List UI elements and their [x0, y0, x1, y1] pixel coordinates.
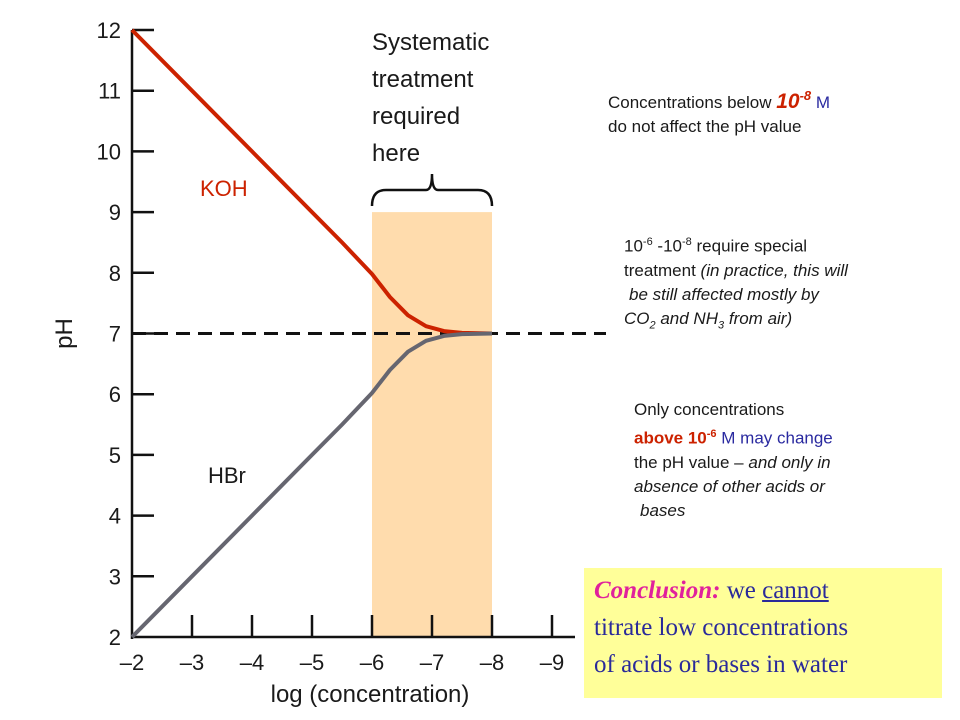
series-label-koh: KOH — [200, 176, 248, 201]
note2-l3: be still affected mostly by — [629, 284, 819, 304]
x-axis-title: log (concentration) — [271, 681, 470, 708]
note3-l3-it: and only in — [748, 452, 831, 472]
note2-sub2: 3 — [718, 319, 725, 332]
conclusion-box: Conclusion: we cannot titrate low concen… — [584, 568, 942, 698]
note2-l4-c: from air) — [724, 308, 793, 328]
shaded-band-group — [370, 173, 494, 637]
x-tick-label: –5 — [300, 650, 324, 675]
x-tick-label: –9 — [540, 650, 564, 675]
note3-l4: absence of other acids or — [634, 476, 825, 496]
band-label-line: treatment — [372, 66, 474, 93]
x-tick-label: –3 — [180, 650, 204, 675]
note3-l2-rest: M may change — [716, 428, 833, 448]
labels-group: Systematic treatment required here log (conc… — [51, 29, 489, 708]
y-tick-label: 4 — [109, 504, 121, 529]
y-tick-label: 8 — [109, 261, 121, 286]
note1-base: 10 — [776, 90, 800, 113]
note1-unit: M — [811, 93, 831, 112]
y-axis-title: pH — [51, 318, 78, 349]
conclusion-line2: titrate low concentrations — [594, 614, 849, 641]
note3-l3-pre: the pH value – — [634, 452, 749, 472]
note3-l5: bases — [640, 500, 686, 520]
note-low-concentration: Concentrations below 10-8 M do not affec… — [608, 84, 938, 139]
y-tick-label: 12 — [97, 18, 121, 43]
band-label-line: here — [372, 140, 420, 167]
note2-mid: -10 — [652, 236, 682, 256]
conclusion-t1: we — [720, 577, 763, 604]
note2-base1: 10 — [624, 236, 643, 256]
x-tick-label: –4 — [240, 650, 264, 675]
band-label-line: Systematic — [372, 29, 489, 56]
series-line-koh — [130, 28, 493, 336]
x-tick-label: –8 — [480, 650, 504, 675]
y-tick-label: 7 — [109, 322, 121, 347]
note3-exp: -6 — [706, 428, 717, 440]
note2-l4-b: and NH — [655, 308, 718, 328]
note2-l2-it: (in practice, this will — [700, 260, 848, 280]
conclusion-line3: of acids or bases in water — [594, 651, 848, 678]
x-tick-label: –7 — [420, 650, 444, 675]
band-brace — [370, 173, 494, 207]
y-tick-label: 2 — [109, 625, 121, 650]
y-tick-label: 6 — [109, 382, 121, 407]
y-tick-label: 5 — [109, 443, 121, 468]
series-lines-group — [130, 28, 606, 639]
note2-l4-a: CO — [624, 308, 650, 328]
note1-line2: do not affect the pH value — [608, 117, 802, 136]
note3-l2-red: above 10 — [634, 428, 707, 448]
note1-exp: -8 — [799, 88, 812, 103]
note-above-concentration: Only concentrations above 10-6 M may cha… — [634, 398, 944, 523]
y-tick-label: 11 — [98, 79, 121, 104]
series-line-hbr — [130, 331, 493, 639]
note2-exp2: -8 — [682, 236, 692, 248]
x-tick-label: –6 — [360, 650, 384, 675]
note2-rest: require special — [691, 236, 808, 256]
series-label-hbr: HBr — [208, 463, 246, 488]
x-tick-label: –2 — [120, 650, 144, 675]
note3-l1: Only concentrations — [634, 400, 785, 419]
y-tick-label: 3 — [109, 564, 121, 589]
note1-text: Concentrations below — [608, 93, 777, 112]
shaded-band — [372, 212, 492, 637]
note-special-treatment: 10-6 -10-8 require special treatment (in… — [624, 230, 944, 337]
ticks-group: 2 3 4 5 6 7 8 9 10 11 12 –2 –3 –4 –5 –6 –7 –8 –9 — [97, 18, 565, 675]
conclusion-underlined: cannot — [762, 577, 829, 604]
note2-exp1: -6 — [642, 236, 653, 248]
note2-l2-pre: treatment — [624, 260, 701, 280]
y-tick-label: 10 — [97, 139, 121, 164]
note2-sub1: 2 — [649, 319, 656, 332]
conclusion-lead: Conclusion: — [594, 577, 721, 604]
y-tick-label: 9 — [109, 200, 121, 225]
band-label-line: required — [372, 103, 460, 130]
